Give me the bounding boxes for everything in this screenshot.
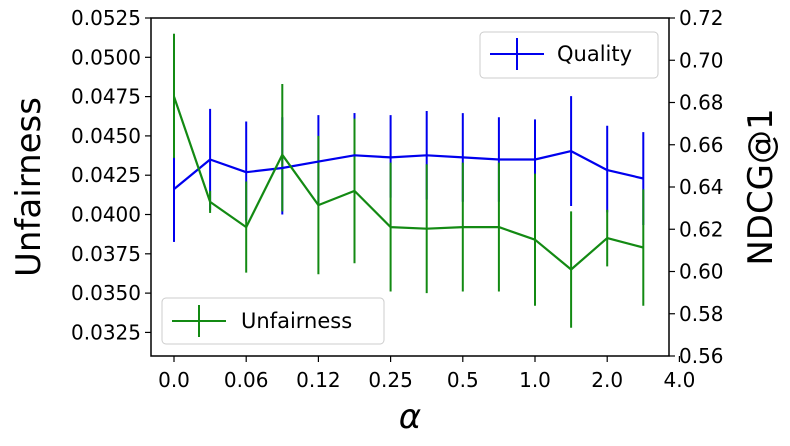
right-tick-label: 0.58 (679, 302, 724, 326)
left-tick-label: 0.0425 (71, 163, 141, 187)
x-tick-label: 2.0 (591, 368, 623, 392)
x-tick-label: 0.5 (447, 368, 479, 392)
right-tick-label: 0.72 (679, 6, 724, 30)
left-tick-label: 0.0525 (71, 6, 141, 30)
x-tick-label: 0.0 (158, 368, 190, 392)
left-tick-label: 0.0475 (71, 85, 141, 109)
legend-unfairness-box (161, 297, 385, 345)
legend-unfairness-label: Unfairness (241, 309, 352, 333)
right-axis-title: NDCG@1 (741, 108, 781, 265)
right-tick-label: 0.62 (679, 217, 724, 241)
legend-quality-label: Quality (557, 42, 632, 66)
quality-line (173, 150, 644, 190)
right-tick-label: 0.68 (679, 91, 724, 115)
legend-quality: Quality (479, 31, 659, 79)
legend-unfairness: Unfairness (161, 297, 385, 345)
right-tick-label: 0.66 (679, 133, 724, 157)
left-tick-label: 0.0350 (71, 281, 141, 305)
right-tick-label: 0.56 (679, 344, 724, 368)
right-tick-label: 0.64 (679, 175, 724, 199)
right-axis-ticks: 0.56 0.58 0.60 0.62 0.64 0.66 0.68 0.70 0.72 (669, 6, 724, 368)
x-axis-title: α (399, 397, 421, 437)
x-tick-label: 1.0 (519, 368, 551, 392)
x-tick-label: 0.25 (368, 368, 413, 392)
right-tick-label: 0.70 (679, 48, 724, 72)
x-tick-label: 4.0 (663, 368, 695, 392)
left-axis-ticks: 0.0325 0.0350 0.0375 0.0400 0.0425 0.0450 0.04… (71, 6, 151, 344)
x-tick-label: 0.12 (296, 368, 341, 392)
legend-quality-box (479, 31, 659, 79)
left-tick-label: 0.0375 (71, 242, 141, 266)
series-lines (172, 96, 644, 271)
x-axis-ticks: 0.0 0.06 0.12 0.25 0.5 1.0 2.0 4.0 (158, 356, 695, 392)
left-tick-label: 0.0325 (71, 320, 141, 344)
unfairness-line (172, 96, 644, 271)
x-tick-label: 0.06 (224, 368, 269, 392)
left-tick-label: 0.0400 (71, 203, 141, 227)
left-axis-title: Unfairness (9, 97, 49, 277)
left-tick-label: 0.0500 (71, 45, 141, 69)
left-tick-label: 0.0450 (71, 124, 141, 148)
right-tick-label: 0.60 (679, 260, 724, 284)
